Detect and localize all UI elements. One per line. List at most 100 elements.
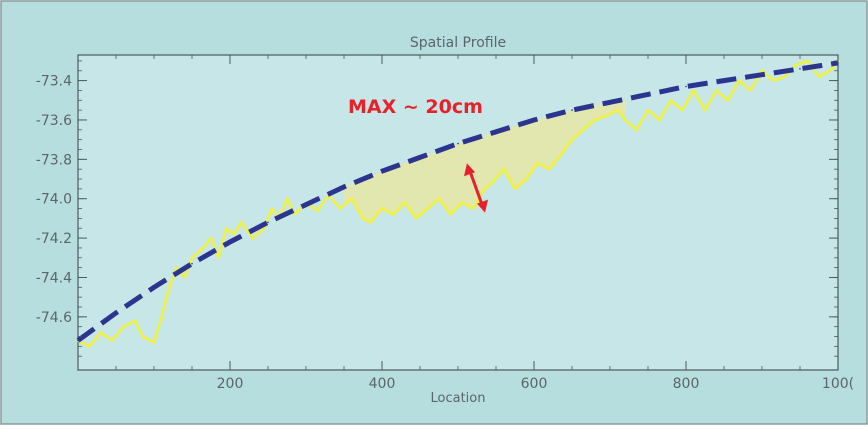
- measured-profile-point: [262, 227, 266, 230]
- fitted-curve-line: [76, 60, 839, 343]
- measured-profile-point: [232, 232, 236, 236]
- measured-profile-point: [251, 236, 255, 240]
- measured-profile-point: [623, 118, 627, 122]
- measured-profile-point: [559, 154, 562, 157]
- deviation-shading: [344, 99, 626, 223]
- fitted-curve-point: [761, 73, 763, 76]
- measured-profile-point: [88, 345, 91, 348]
- fitted-curve-point: [495, 131, 497, 133]
- fitted-curve-point: [381, 170, 383, 172]
- fitted-curve-point: [419, 156, 421, 159]
- measured-profile-point: [604, 114, 608, 118]
- fitted-curve-point: [343, 186, 345, 188]
- measured-profile-point: [190, 256, 194, 260]
- measured-profile-point: [361, 217, 365, 220]
- fitted-curve-point: [457, 142, 459, 145]
- series-layer: [76, 59, 840, 348]
- fitted-curve-point: [647, 93, 649, 96]
- y-tick-label: -74.0: [36, 192, 72, 208]
- arrow-head-bottom: [477, 199, 488, 213]
- measured-profile-point: [449, 213, 452, 216]
- fitted-curve-point: [305, 203, 307, 206]
- x-tick-label: 200: [217, 376, 244, 392]
- measured-profile-point: [783, 75, 787, 78]
- measured-profile-point: [209, 236, 213, 240]
- arrow-head-top: [464, 163, 475, 177]
- measured-profile-point: [582, 128, 585, 132]
- y-tick-label: -74.6: [36, 310, 72, 326]
- measured-profile-point: [270, 207, 274, 210]
- y-tick-label: -74.4: [36, 270, 72, 286]
- measured-profile-point: [99, 331, 103, 334]
- measured-profile-point: [692, 89, 695, 92]
- chart-title: Spatial Profile: [410, 35, 506, 51]
- measured-profile-point: [122, 325, 125, 329]
- fitted-curve-point: [799, 68, 801, 70]
- measured-profile-point: [669, 99, 673, 102]
- measured-profile-point: [183, 276, 186, 279]
- y-tick-label: -73.4: [36, 74, 72, 90]
- measured-profile-point: [658, 118, 661, 122]
- measured-profile-point: [350, 197, 353, 200]
- fitted-curve-point: [77, 339, 79, 342]
- deviation-area: [344, 99, 626, 223]
- measured-profile-point: [167, 286, 171, 289]
- measured-profile-line: [77, 59, 839, 348]
- measured-profile-point: [829, 69, 832, 72]
- x-tick-label: 100(: [822, 376, 854, 392]
- measured-profile-point: [772, 79, 775, 82]
- measured-profile-point: [680, 108, 684, 112]
- plot-area: [77, 54, 839, 371]
- measured-profile-point: [635, 128, 638, 132]
- measured-profile-point: [547, 167, 551, 171]
- measured-profile-point: [217, 256, 220, 260]
- measured-profile-point: [316, 209, 319, 212]
- measured-profile-point: [338, 207, 342, 210]
- fitted-curve-point: [723, 79, 725, 82]
- measured-profile-point: [726, 99, 730, 102]
- measured-profile-point: [570, 138, 574, 141]
- measured-profile-point: [437, 197, 441, 200]
- y-tick-label: -73.6: [36, 113, 72, 129]
- measured-profile-point: [737, 79, 741, 82]
- measured-profile-point: [749, 89, 752, 92]
- measured-profile-point: [285, 197, 289, 200]
- fitted-curve-point: [153, 286, 155, 289]
- measured-profile-point: [536, 162, 540, 165]
- x-tick-label: 800: [673, 376, 700, 392]
- measured-profile-point: [380, 207, 384, 210]
- measured-profile-point: [616, 108, 619, 112]
- measured-profile-point: [817, 75, 821, 78]
- measured-profile-point: [646, 108, 650, 112]
- fitted-curve-point: [229, 241, 231, 243]
- measured-profile-point: [426, 207, 429, 210]
- measured-profile-point: [760, 69, 764, 72]
- measured-profile-point: [460, 201, 464, 204]
- max-annotation-text: MAX ~ 20cm: [348, 96, 483, 118]
- fitted-curve-point: [571, 109, 573, 111]
- measured-profile-point: [502, 167, 505, 171]
- measured-profile-point: [152, 341, 156, 344]
- measured-profile-point: [525, 177, 528, 181]
- y-tick-label: -74.2: [36, 231, 72, 247]
- measured-profile-point: [392, 213, 395, 216]
- measured-profile-point: [293, 213, 296, 216]
- measured-profile-point: [160, 315, 163, 319]
- x-tick-label: 400: [369, 376, 396, 392]
- measured-profile-point: [403, 201, 407, 204]
- measured-profile-point: [806, 59, 809, 63]
- measured-profile-point: [141, 335, 144, 338]
- measured-profile-point: [110, 339, 114, 342]
- measured-profile-point: [490, 181, 494, 185]
- fitted-curve-point: [115, 312, 117, 314]
- x-tick-label: 600: [521, 376, 548, 392]
- measured-profile-point: [240, 221, 243, 224]
- measured-profile-point: [369, 221, 372, 224]
- measured-profile-point: [414, 217, 418, 220]
- measured-profile-point: [794, 63, 798, 67]
- max-deviation-arrow: [468, 170, 484, 206]
- measured-profile-point: [703, 108, 707, 112]
- measured-profile-point: [483, 187, 486, 191]
